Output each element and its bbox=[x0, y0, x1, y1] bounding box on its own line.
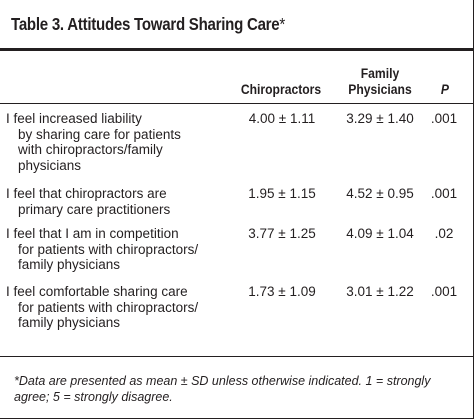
row-4-family: 3.01 ± 1.22 bbox=[346, 284, 414, 299]
row-3-family: 4.09 ± 1.04 bbox=[346, 226, 414, 241]
row-1-label-line: by sharing care for patients bbox=[18, 126, 181, 142]
title-asterisk: * bbox=[279, 14, 285, 34]
row-1-p: .001 bbox=[430, 111, 458, 126]
row-3-label-line: I feel that I am in competition bbox=[6, 226, 179, 241]
row-3-label-line: family physicians bbox=[18, 257, 121, 272]
row-4-chiropractors: 1.73 ± 1.09 bbox=[248, 284, 316, 299]
row-2-p: .001 bbox=[430, 186, 458, 201]
row-1-label-line: with chiropractors/family bbox=[18, 142, 163, 157]
top-rule bbox=[0, 48, 473, 51]
row-1-label-line: physicians bbox=[18, 157, 82, 173]
row-4-label: I feel comfortable sharing care for pati… bbox=[6, 284, 236, 331]
row-3-p: .02 bbox=[434, 226, 454, 241]
header-family-physicians: Family Physicians bbox=[335, 66, 425, 98]
bottom-rule bbox=[0, 356, 473, 357]
header-family-line2: Physicians bbox=[348, 82, 412, 97]
row-4-label-line: for patients with chiropractors/ bbox=[18, 299, 199, 315]
footnote-line-2: agree; 5 = strongly disagree. bbox=[14, 389, 173, 404]
table-title-text: Table 3. Attitudes Toward Sharing Care bbox=[11, 14, 280, 34]
row-3-label: I feel that I am in competition for pati… bbox=[6, 226, 236, 273]
header-family-line1: Family bbox=[360, 66, 400, 81]
footnote-line-1: *Data are presented as mean ± SD unless … bbox=[14, 374, 431, 388]
header-rule bbox=[0, 103, 473, 104]
row-2-label: I feel that chiropractors are primary ca… bbox=[6, 186, 236, 217]
row-4-p: .001 bbox=[430, 284, 458, 299]
row-2-label-line: primary care practitioners bbox=[18, 201, 171, 217]
header-chiropractors: Chiropractors bbox=[240, 82, 322, 97]
table-footnote: *Data are presented as mean ± SD unless … bbox=[14, 374, 469, 405]
row-1-family: 3.29 ± 1.40 bbox=[346, 111, 414, 126]
row-2-label-line: I feel that chiropractors are bbox=[6, 186, 167, 201]
row-4-label-line: I feel comfortable sharing care bbox=[6, 284, 188, 299]
row-1-label: I feel increased liability by sharing ca… bbox=[6, 111, 236, 173]
row-1-chiropractors: 4.00 ± 1.11 bbox=[248, 111, 316, 126]
row-2-family: 4.52 ± 0.95 bbox=[346, 186, 414, 201]
row-3-label-line: for patients with chiropractors/ bbox=[18, 241, 199, 257]
header-p: P bbox=[440, 82, 450, 97]
row-2-chiropractors: 1.95 ± 1.15 bbox=[248, 186, 316, 201]
row-4-label-line: family physicians bbox=[18, 315, 121, 330]
row-1-label-line: I feel increased liability bbox=[6, 111, 142, 126]
row-3-chiropractors: 3.77 ± 1.25 bbox=[248, 226, 316, 241]
table-title: Table 3. Attitudes Toward Sharing Care* bbox=[11, 14, 285, 35]
